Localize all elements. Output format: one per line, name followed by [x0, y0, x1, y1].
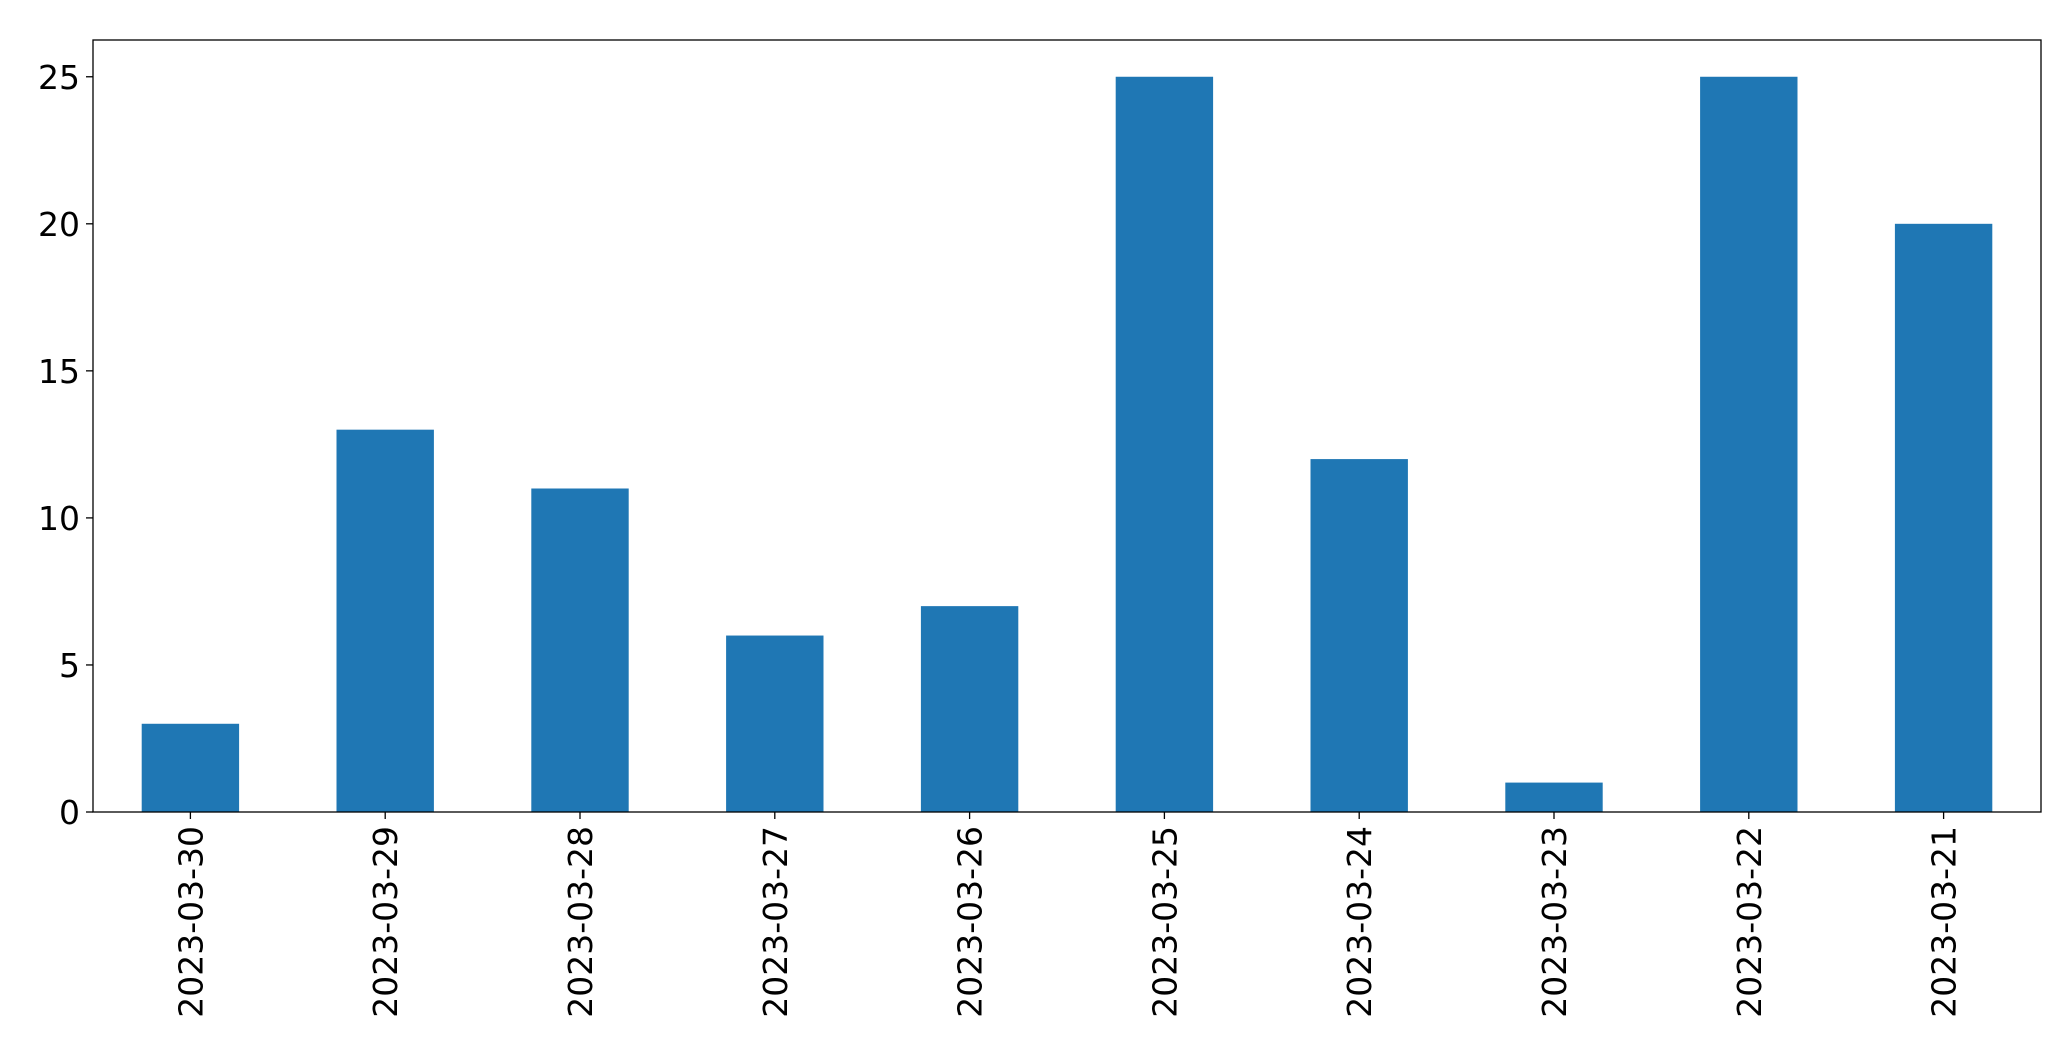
x-tick-label: 2023-03-22 [1730, 826, 1769, 1018]
bar [1505, 782, 1603, 812]
y-tick-label: 5 [59, 646, 80, 685]
y-tick-label: 20 [38, 205, 80, 244]
bar [531, 488, 629, 812]
bar [336, 429, 434, 812]
bar [141, 723, 240, 812]
bar [1115, 76, 1214, 812]
y-tick-label: 10 [38, 499, 80, 538]
x-tick-label: 2023-03-26 [951, 826, 990, 1018]
y-tick-label: 0 [59, 793, 80, 832]
bar [726, 635, 824, 812]
y-tick-label: 25 [38, 58, 80, 97]
bar [1310, 459, 1408, 812]
bar [1894, 223, 1993, 813]
x-tick-label: 2023-03-28 [561, 826, 600, 1018]
bar [1700, 76, 1798, 812]
x-tick-label: 2023-03-27 [756, 826, 795, 1018]
x-tick-label: 2023-03-25 [1145, 826, 1184, 1018]
x-tick-label: 2023-03-23 [1535, 826, 1574, 1018]
bar [920, 606, 1019, 812]
x-tick-label: 2023-03-24 [1340, 826, 1379, 1018]
plot-frame [92, 39, 2042, 813]
x-tick-label: 2023-03-30 [171, 826, 210, 1018]
y-tick-label: 15 [38, 352, 80, 391]
x-tick-label: 2023-03-21 [1925, 826, 1964, 1018]
x-tick-label: 2023-03-29 [366, 826, 405, 1018]
